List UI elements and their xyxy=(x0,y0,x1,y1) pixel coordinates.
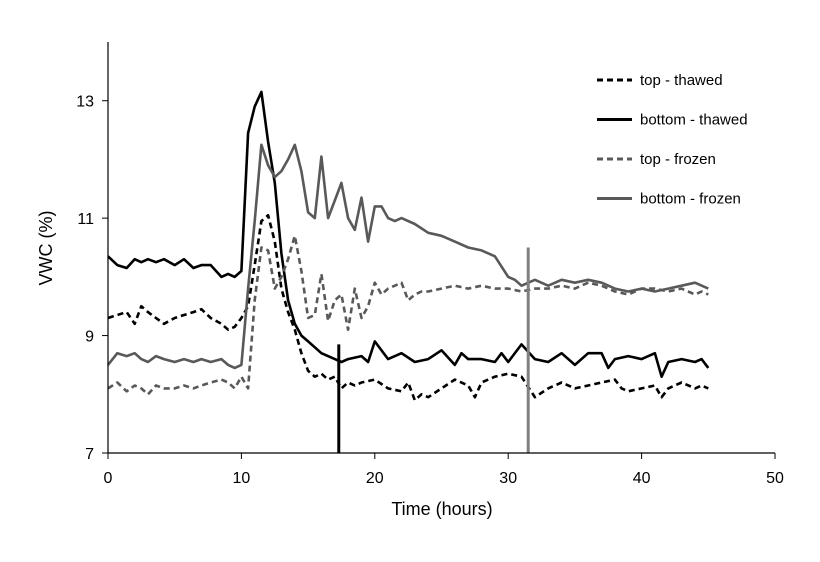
x-tick-label: 0 xyxy=(104,470,113,487)
plot-area xyxy=(106,90,710,453)
legend-label-top-frozen: top - frozen xyxy=(640,151,716,168)
x-axis: 0 10 20 30 40 50 xyxy=(104,452,784,487)
legend-label-top-thawed: top - thawed xyxy=(640,72,723,89)
x-tick-label: 30 xyxy=(499,470,517,487)
x-tick-label: 10 xyxy=(233,470,251,487)
y-axis: 7 9 11 13 xyxy=(76,42,109,463)
legend-label-bottom-frozen: bottom - frozen xyxy=(640,191,741,208)
legend-label-bottom-thawed: bottom - thawed xyxy=(640,112,748,129)
x-axis-title: Time (hours) xyxy=(391,499,492,519)
series-line-bottom-frozen xyxy=(106,143,709,370)
series-line-top-frozen xyxy=(107,234,709,396)
y-axis-title: VWC (%) xyxy=(36,211,56,286)
x-tick-label: 40 xyxy=(633,470,651,487)
series-line-top-thawed xyxy=(107,213,709,402)
y-tick-label: 11 xyxy=(77,211,94,228)
x-tick-label: 50 xyxy=(766,470,784,487)
legend: top - thawed bottom - thawed top - frozen b… xyxy=(597,72,748,208)
y-tick-label: 13 xyxy=(76,94,94,111)
y-tick-label: 9 xyxy=(85,329,94,346)
y-tick-label: 7 xyxy=(85,446,94,463)
series-line-bottom-thawed xyxy=(107,90,710,378)
x-tick-label: 20 xyxy=(366,470,384,487)
